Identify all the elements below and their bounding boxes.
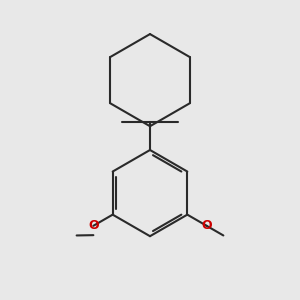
Text: O: O xyxy=(201,219,212,232)
Text: O: O xyxy=(88,219,99,232)
